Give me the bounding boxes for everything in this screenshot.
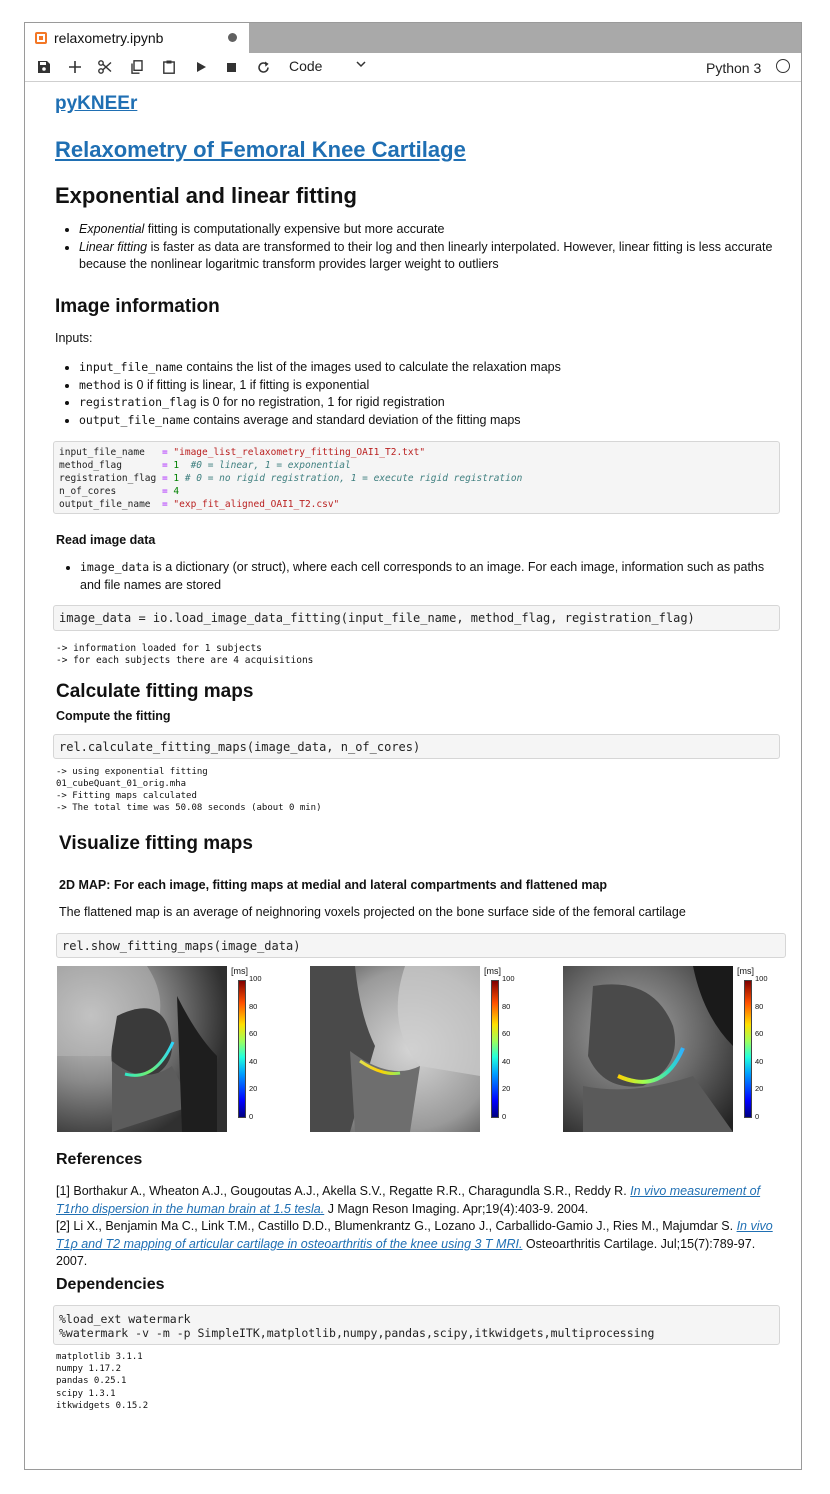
colorbar [491, 980, 499, 1118]
output-calculate: -> using exponential fitting 01_cubeQuan… [56, 767, 322, 813]
code-cell-parameters[interactable]: input_file_name = "image_list_relaxometr… [53, 441, 780, 514]
list-item: method is 0 if fitting is linear, 1 if f… [79, 377, 779, 395]
inputs-bullet-list: input_file_name contains the list of the… [55, 359, 779, 429]
refresh-icon [257, 61, 269, 73]
kernel-name[interactable]: Python 3 [706, 60, 762, 76]
code-calculate: rel.calculate_fitting_maps(image_data, n… [59, 740, 421, 754]
notebook-toolbar: Code Python 3 [25, 53, 801, 82]
code-load-data: image_data = io.load_image_data_fitting(… [59, 611, 695, 625]
colorbar-unit-label: [ms] [484, 966, 501, 976]
list-item: image_data is a dictionary (or struct), … [80, 559, 770, 594]
notebook-tab[interactable]: relaxometry.ipynb [25, 23, 249, 53]
code-watermark: %load_ext watermark %watermark -v -m -p … [59, 1312, 655, 1340]
heading-references: References [56, 1151, 143, 1168]
code-cell-calculate[interactable]: rel.calculate_fitting_maps(image_data, n… [53, 734, 780, 759]
colorbar-tick: 0 [755, 1112, 760, 1121]
colorbar-tick: 60 [755, 1029, 764, 1038]
reference-1-link[interactable]: In vivo measurement of T1rho dispersion … [56, 1184, 761, 1216]
pykneer-link[interactable]: pyKNEEr [55, 93, 138, 114]
list-item: registration_flag is 0 for no registrati… [79, 394, 779, 412]
colorbar-tick: 60 [249, 1029, 258, 1038]
copy-button[interactable] [126, 57, 148, 77]
list-item: output_file_name contains average and st… [79, 412, 779, 430]
colorbar-tick: 20 [502, 1084, 511, 1093]
colorbar-tick: 80 [249, 1002, 258, 1011]
heading-read-image-data: Read image data [56, 533, 156, 547]
interrupt-button[interactable] [220, 57, 242, 77]
colorbar-tick: 100 [755, 974, 768, 983]
heading-exponential-linear: Exponential and linear fitting [55, 183, 357, 208]
add-cell-button[interactable] [64, 57, 86, 77]
code-cell-show-maps[interactable]: rel.show_fitting_maps(image_data) [56, 933, 786, 958]
fitting-map-panel-1: [ms] 100 80 60 40 20 0 [57, 966, 289, 1134]
list-item: input_file_name contains the list of the… [79, 359, 779, 377]
chevron-down-icon[interactable] [356, 61, 366, 68]
reference-2-link[interactable]: In vivo T1ρ and T2 mapping of articular … [56, 1219, 773, 1251]
heading-dependencies: Dependencies [56, 1276, 165, 1293]
colorbar-tick: 100 [502, 974, 515, 983]
colorbar-tick: 0 [502, 1112, 507, 1121]
colorbar-tick: 40 [502, 1057, 511, 1066]
list-item: Linear fitting is faster as data are tra… [79, 239, 779, 274]
save-button[interactable] [33, 57, 55, 77]
fitting-map-panel-2: [ms] 100 80 60 40 20 0 [310, 966, 542, 1134]
code-parameters: input_file_name = "image_list_relaxometr… [59, 447, 523, 510]
heading-calculate-fitting-maps: Calculate fitting maps [56, 681, 254, 702]
colorbar-tick: 100 [249, 974, 262, 983]
mri-image-1 [57, 966, 227, 1132]
colorbar-tick: 40 [249, 1057, 258, 1066]
colorbar [238, 980, 246, 1118]
paste-button[interactable] [158, 57, 180, 77]
mri-image-2 [310, 966, 480, 1132]
heading-image-information: Image information [55, 296, 220, 317]
restart-button[interactable] [252, 57, 274, 77]
notebook-icon [35, 32, 47, 44]
tab-title: relaxometry.ipynb [54, 30, 164, 46]
colorbar-unit-label: [ms] [737, 966, 754, 976]
colorbar-tick: 20 [249, 1084, 258, 1093]
play-icon [196, 62, 206, 72]
clipboard-icon [163, 60, 175, 74]
notebook-window: relaxometry.ipynb Code Python 3 [24, 22, 802, 1470]
main-title-link[interactable]: Relaxometry of Femoral Knee Cartilage [55, 137, 466, 162]
subheading-2d-map: 2D MAP: For each image, fitting maps at … [59, 878, 608, 892]
subheading-compute-fitting: Compute the fitting [56, 709, 171, 723]
image-data-bullet-list: image_data is a dictionary (or struct), … [56, 559, 770, 594]
colorbar-tick: 0 [249, 1112, 254, 1121]
colorbar-tick: 20 [755, 1084, 764, 1093]
list-item: Exponential fitting is computationally e… [79, 221, 779, 239]
colorbar-tick: 80 [502, 1002, 511, 1011]
fitting-map-panel-3: [ms] 100 80 60 40 20 0 [563, 966, 795, 1134]
stop-icon [226, 62, 236, 72]
colorbar-tick: 80 [755, 1002, 764, 1011]
reference-1: [1] Borthakur A., Wheaton A.J., Gougouta… [56, 1184, 761, 1216]
reference-2: [2] Li X., Benjamin Ma C., Link T.M., Ca… [56, 1219, 773, 1268]
code-cell-load-data[interactable]: image_data = io.load_image_data_fitting(… [53, 605, 780, 631]
kernel-status-icon [776, 59, 790, 73]
output-watermark: matplotlib 3.1.1 numpy 1.17.2 pandas 0.2… [56, 1352, 149, 1411]
tab-bar: relaxometry.ipynb [25, 23, 801, 53]
notebook-content: pyKNEEr Relaxometry of Femoral Knee Cart… [25, 23, 801, 1469]
cut-button[interactable] [94, 57, 116, 77]
colorbar-tick: 60 [502, 1029, 511, 1038]
code-cell-watermark[interactable]: %load_ext watermark %watermark -v -m -p … [53, 1305, 780, 1345]
output-load-data: -> information loaded for 1 subjects -> … [56, 643, 314, 667]
flattened-map-description: The flattened map is an average of neigh… [59, 905, 686, 919]
colorbar-unit-label: [ms] [231, 966, 248, 976]
plus-icon [69, 61, 81, 73]
colorbar [744, 980, 752, 1118]
scissors-icon [98, 60, 112, 74]
heading-visualize-fitting-maps: Visualize fitting maps [59, 833, 253, 854]
cell-type-select[interactable]: Code [289, 58, 323, 74]
copy-icon [131, 60, 143, 74]
colorbar-tick: 40 [755, 1057, 764, 1066]
unsaved-dot-icon[interactable] [228, 33, 237, 42]
save-icon [38, 61, 50, 73]
code-show-maps: rel.show_fitting_maps(image_data) [62, 939, 301, 953]
inputs-label: Inputs: [55, 331, 93, 345]
run-button[interactable] [190, 57, 212, 77]
fitting-bullet-list: Exponential fitting is computationally e… [55, 221, 779, 274]
mri-image-3 [563, 966, 733, 1132]
